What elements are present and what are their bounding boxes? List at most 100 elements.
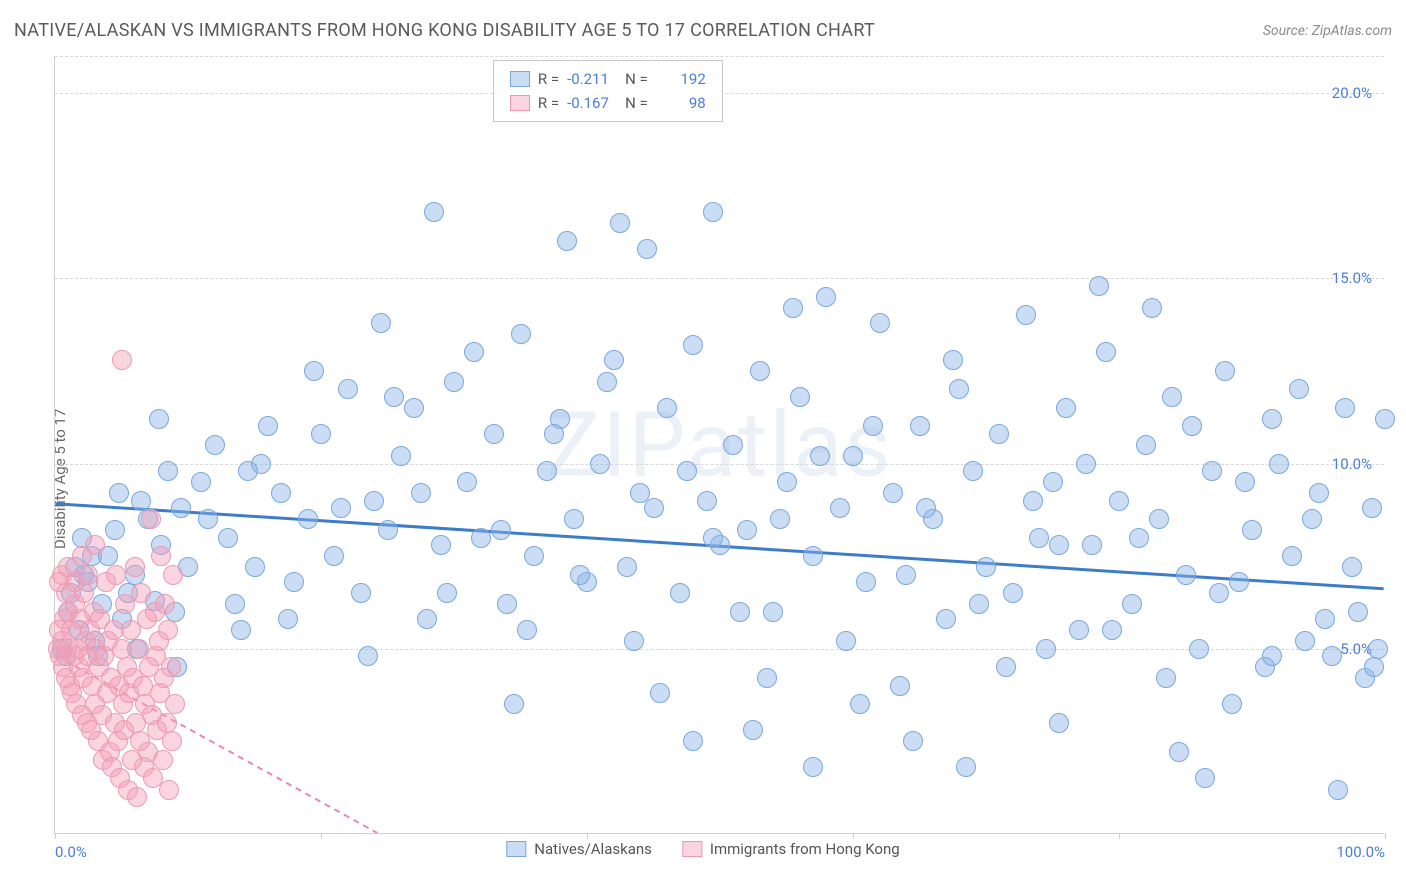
data-point (1049, 713, 1069, 733)
data-point (783, 298, 803, 318)
data-point (106, 565, 126, 585)
data-point (816, 287, 836, 307)
data-point (338, 379, 358, 399)
data-point (1149, 509, 1169, 529)
correlation-legend: R =-0.211N =192R =-0.167N =98 (493, 60, 723, 122)
data-point (153, 750, 173, 770)
data-point (511, 324, 531, 344)
data-point (610, 213, 630, 233)
data-point (723, 435, 743, 455)
y-tick-label: 10.0% (1332, 455, 1372, 473)
x-tick-mark (1385, 833, 1386, 839)
data-point (497, 594, 517, 614)
data-point (437, 583, 457, 603)
data-point (1342, 557, 1362, 577)
data-point (78, 565, 98, 585)
legend-swatch (510, 95, 530, 111)
data-point (750, 361, 770, 381)
data-point (863, 416, 883, 436)
data-point (1142, 298, 1162, 318)
data-point (1309, 483, 1329, 503)
data-point (364, 491, 384, 511)
data-point (162, 731, 182, 751)
data-point (245, 557, 265, 577)
data-point (517, 620, 537, 640)
data-point (457, 472, 477, 492)
data-point (371, 313, 391, 333)
series-legend: Natives/AlaskansImmigrants from Hong Kon… (506, 840, 899, 858)
x-tick-mark (55, 833, 56, 839)
data-point (989, 424, 1009, 444)
data-point (161, 657, 181, 677)
legend-n-label: N = (625, 91, 648, 115)
legend-r-value: -0.211 (567, 67, 617, 91)
data-point (1262, 409, 1282, 429)
chart-title: NATIVE/ALASKAN VS IMMIGRANTS FROM HONG K… (14, 20, 875, 41)
data-point (158, 620, 178, 640)
legend-n-value: 98 (656, 91, 706, 115)
data-point (1189, 639, 1209, 659)
data-point (677, 461, 697, 481)
data-point (737, 520, 757, 540)
data-point (1368, 639, 1388, 659)
data-point (298, 509, 318, 529)
data-point (1282, 546, 1302, 566)
data-point (1096, 342, 1116, 362)
data-point (311, 424, 331, 444)
data-point (1109, 491, 1129, 511)
data-point (1122, 594, 1142, 614)
data-point (657, 398, 677, 418)
data-point (650, 683, 670, 703)
data-point (171, 498, 191, 518)
data-point (624, 631, 644, 651)
data-point (1302, 509, 1322, 529)
data-point (1102, 620, 1122, 640)
data-point (790, 387, 810, 407)
data-point (703, 528, 723, 548)
data-point (637, 239, 657, 259)
x-tick-label: 100.0% (1336, 843, 1385, 861)
data-point (358, 646, 378, 666)
header-row: NATIVE/ALASKAN VS IMMIGRANTS FROM HONG K… (14, 20, 1392, 41)
data-point (757, 668, 777, 688)
legend-n-value: 192 (656, 67, 706, 91)
data-point (109, 483, 129, 503)
legend-r-value: -0.167 (567, 91, 617, 115)
data-point (949, 379, 969, 399)
data-point (1029, 528, 1049, 548)
data-point (141, 509, 161, 529)
data-point (1162, 387, 1182, 407)
data-point (1169, 742, 1189, 762)
data-point (205, 435, 225, 455)
data-point (1209, 583, 1229, 603)
scatter-plot-area: ZIPatlas 5.0%10.0%15.0%20.0%0.0%100.0% (54, 56, 1384, 834)
data-point (218, 528, 238, 548)
data-point (1136, 435, 1156, 455)
data-point (524, 546, 544, 566)
data-point (683, 335, 703, 355)
data-point (1348, 602, 1368, 622)
data-point (597, 372, 617, 392)
data-point (590, 454, 610, 474)
data-point (151, 546, 171, 566)
data-point (1269, 454, 1289, 474)
data-point (258, 416, 278, 436)
data-point (836, 631, 856, 651)
data-point (743, 720, 763, 740)
data-point (1082, 535, 1102, 555)
series-legend-label: Immigrants from Hong Kong (710, 840, 900, 858)
data-point (1295, 631, 1315, 651)
data-point (331, 498, 351, 518)
data-point (644, 498, 664, 518)
x-tick-mark (321, 833, 322, 839)
data-point (1016, 305, 1036, 325)
data-point (1156, 668, 1176, 688)
data-point (105, 520, 125, 540)
data-point (125, 557, 145, 577)
data-point (1289, 379, 1309, 399)
data-point (770, 509, 790, 529)
data-point (936, 609, 956, 629)
data-point (763, 602, 783, 622)
data-point (1056, 398, 1076, 418)
legend-row: R =-0.211N =192 (510, 67, 706, 91)
